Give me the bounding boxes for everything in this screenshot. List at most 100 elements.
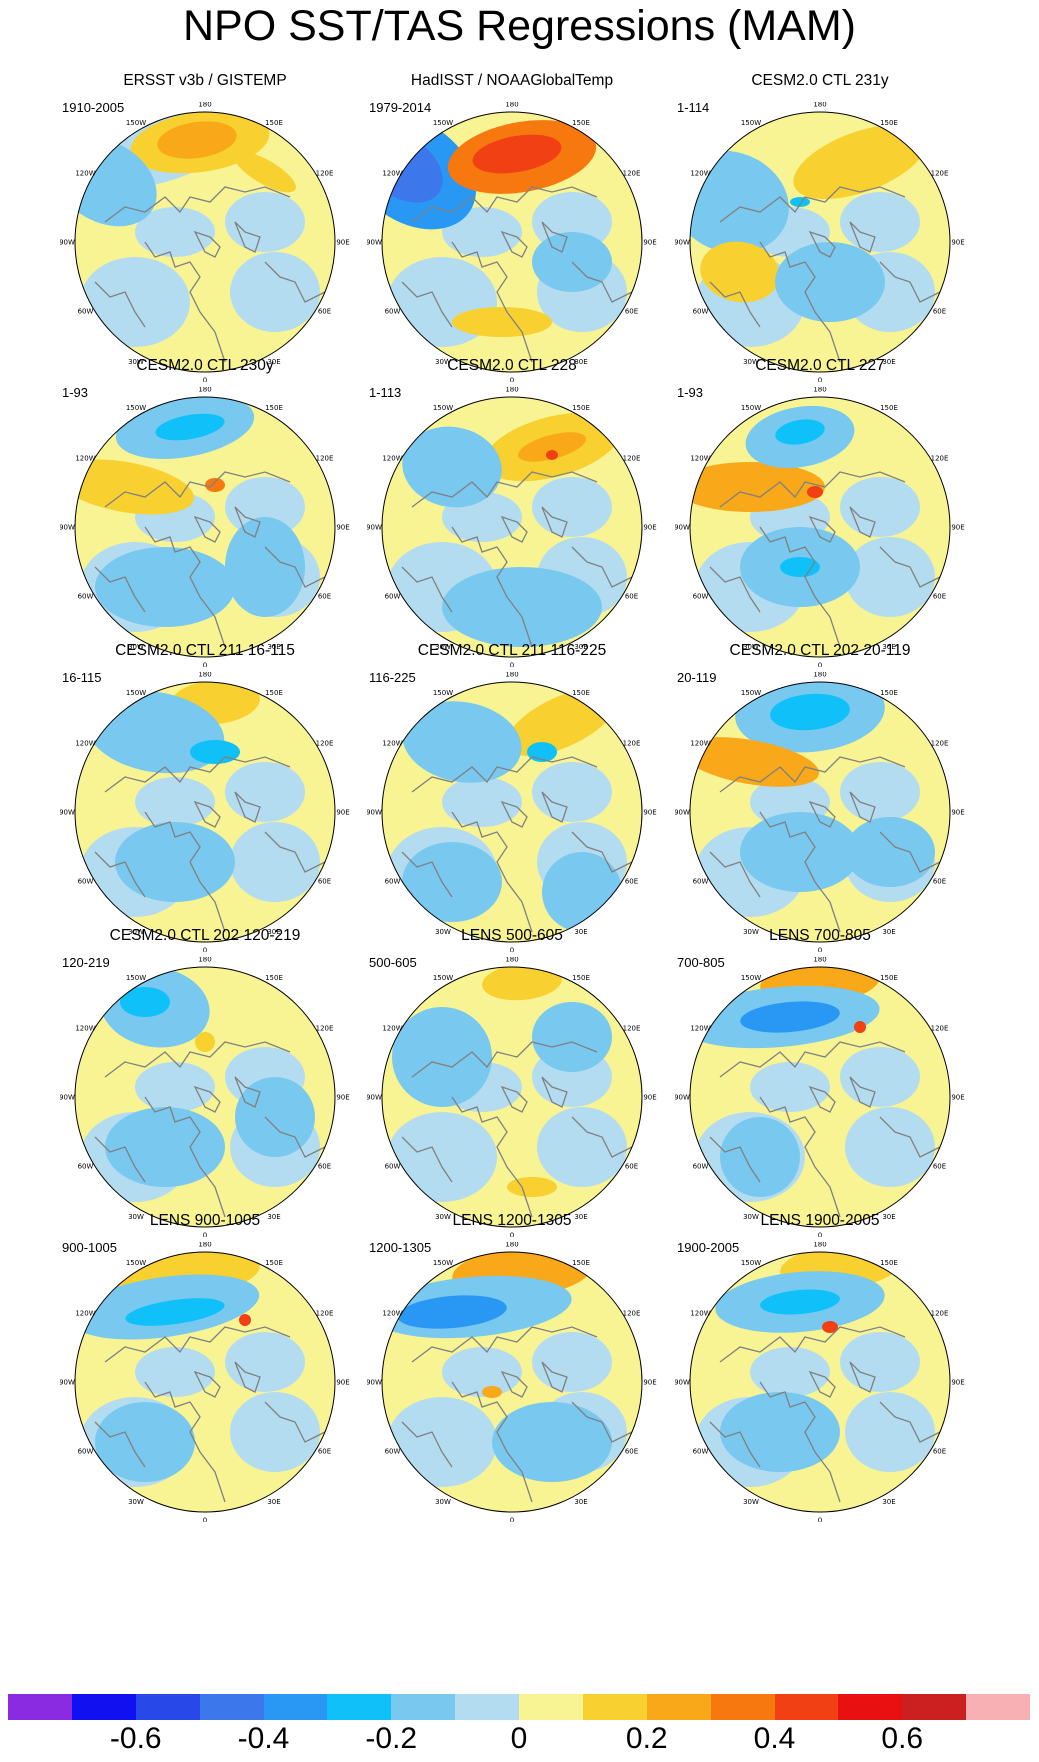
anomaly-patch — [532, 1002, 612, 1072]
colorbar-box — [646, 1694, 711, 1720]
longitude-label: 90E — [643, 809, 656, 817]
longitude-label: 150E — [880, 974, 898, 982]
coastline — [234, 791, 261, 823]
longitude-label: 60W — [693, 1163, 709, 1171]
coastline — [401, 281, 453, 328]
panel-title: CESM2.0 CTL 231y — [751, 72, 889, 89]
coastline — [759, 1096, 841, 1218]
longitude-label: 90E — [951, 524, 964, 532]
coastline — [94, 1421, 146, 1468]
colorbar — [8, 1694, 1030, 1720]
longitude-label: 30W — [743, 928, 759, 936]
longitude-label: 60E — [318, 878, 331, 886]
coastline — [104, 1326, 291, 1363]
longitude-label: 60E — [625, 1448, 638, 1456]
longitude-label: 60W — [78, 1448, 94, 1456]
coastline — [104, 186, 291, 223]
anomaly-patch — [807, 486, 823, 498]
coastline — [401, 851, 453, 898]
longitude-label: 180 — [505, 957, 518, 964]
longitude-label: 90E — [643, 1379, 656, 1387]
longitude-label: 150E — [880, 119, 898, 127]
anomaly-patch — [387, 1112, 497, 1202]
longitude-label: 150W — [126, 974, 146, 982]
coastline — [759, 241, 841, 363]
anomaly-patch — [225, 517, 305, 617]
longitude-label: 150E — [880, 404, 898, 412]
coastline — [571, 1116, 633, 1158]
coastline — [500, 800, 528, 828]
anomaly-patch — [760, 1289, 840, 1315]
longitude-label: 120W — [690, 455, 710, 463]
longitude-label: 150W — [741, 119, 761, 127]
map-border — [74, 681, 336, 943]
colorbar-box — [263, 1694, 328, 1720]
longitude-label: 30E — [267, 358, 280, 366]
map-border — [689, 1251, 951, 1513]
anomaly-patch — [845, 537, 935, 617]
coastline — [451, 526, 533, 648]
panel-title: CESM2.0 CTL 202 20-119 — [729, 642, 911, 659]
anomaly-patch — [442, 567, 602, 647]
longitude-label: 30W — [435, 358, 451, 366]
map-border — [689, 396, 951, 658]
longitude-label: 0 — [818, 1517, 822, 1523]
longitude-label: 180 — [505, 387, 518, 394]
longitude-label: 90W — [367, 1379, 382, 1387]
colorbar-box — [582, 1694, 647, 1720]
polar-map: 180 150E 120E 90E 60E 30E 0 30W 60W 90W 120W 150W — [60, 957, 350, 1237]
coastline — [719, 1326, 906, 1363]
longitude-label: 30E — [267, 928, 280, 936]
polar-map: 180 150E 120E 90E 60E 30E 0 30W 60W 90W 120W 150W — [675, 1242, 965, 1522]
coastline — [719, 756, 906, 793]
anomaly-patch — [507, 1177, 557, 1197]
longitude-label: 120W — [690, 1025, 710, 1033]
coastline — [709, 281, 761, 328]
polar-map: 180 150E 120E 90E 60E 30E 0 30W 60W 90W 120W 150W — [675, 387, 965, 667]
longitude-label: 180 — [813, 1242, 826, 1249]
longitude-label: 180 — [505, 1242, 518, 1249]
longitude-label: 0 — [510, 1232, 514, 1238]
anomaly-patch — [546, 450, 558, 460]
longitude-label: 30E — [574, 1498, 587, 1506]
map-border — [381, 681, 643, 943]
map-border — [689, 111, 951, 373]
anomaly-patch — [230, 252, 320, 332]
coastline — [193, 515, 221, 543]
coastline — [879, 1401, 941, 1443]
panel-title: CESM2.0 CTL 230y — [136, 357, 274, 374]
longitude-label: 60W — [385, 593, 401, 601]
longitude-label: 120E — [931, 455, 949, 463]
longitude-label: 180 — [505, 102, 518, 109]
panel-title: CESM2.0 CTL 228 — [447, 357, 577, 374]
longitude-label: 90E — [336, 809, 349, 817]
longitude-label: 120E — [316, 455, 334, 463]
colorbar-box — [71, 1694, 136, 1720]
anomaly-patch — [125, 1298, 225, 1326]
colorbar-box — [199, 1694, 264, 1720]
map-panel: LENS 700-805 700-805 180 150E 120E 90E 60E 30E 0… — [675, 927, 965, 1237]
longitude-label: 120E — [316, 1025, 334, 1033]
map-panel: CESM2.0 CTL 211 16-115 16-115 180 150E 120E 9… — [60, 642, 350, 952]
longitude-label: 30E — [574, 1213, 587, 1221]
coastline — [759, 1381, 841, 1503]
anomaly-patch — [230, 822, 320, 902]
coastline — [193, 800, 221, 828]
coastline — [234, 506, 261, 538]
polar-map: 180 150E 120E 90E 60E 30E 0 30W 60W 90W 120W 150W — [367, 387, 657, 667]
panel-title: LENS 700-805 — [769, 927, 871, 944]
anomaly-patch — [750, 1347, 830, 1397]
longitude-label: 180 — [813, 672, 826, 679]
coastline — [879, 1116, 941, 1158]
longitude-label: 60W — [78, 1163, 94, 1171]
longitude-label: 120E — [623, 170, 641, 178]
colorbar-box — [966, 1694, 1030, 1720]
colorbar-box — [710, 1694, 775, 1720]
longitude-label: 90W — [367, 524, 382, 532]
longitude-label: 150W — [126, 689, 146, 697]
coastline — [541, 1361, 568, 1393]
longitude-label: 150W — [126, 1259, 146, 1267]
map-panel: CESM2.0 CTL 230y 1-93 180 150E 120E 90E 60E 30E… — [60, 357, 350, 667]
coastline — [144, 241, 226, 363]
coastline — [571, 261, 633, 303]
